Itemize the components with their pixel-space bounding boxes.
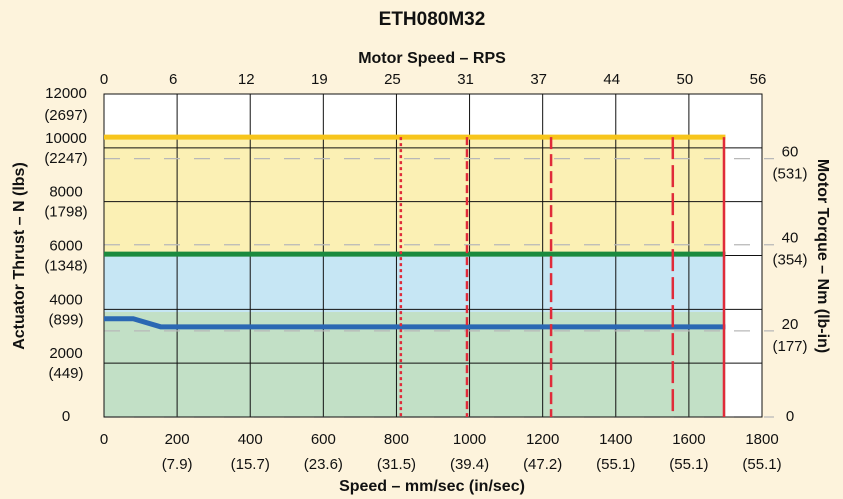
y-tick-sublabel: (1798) [44, 204, 87, 221]
line [104, 316, 726, 330]
x-tick-sublabel: (15.7) [231, 456, 270, 473]
region [104, 254, 726, 313]
x-tick-sublabel: (47.2) [523, 456, 562, 473]
y-tick-sublabel: (899) [48, 311, 83, 328]
y2-tick-label: 60 [782, 144, 799, 161]
x-tick-sublabel: (55.1) [742, 456, 781, 473]
x-tick-label: 400 [238, 431, 263, 448]
y2-tick-label: 0 [786, 408, 794, 425]
x-tick-sublabel: (31.5) [377, 456, 416, 473]
y-tick-sublabel: (1348) [44, 257, 87, 274]
region [104, 137, 726, 255]
top-tick-label: 44 [603, 71, 620, 88]
top-tick-label: 25 [384, 71, 401, 88]
y2-tick-sublabel: (531) [772, 166, 807, 183]
y-tick-label: 12000 [45, 85, 87, 102]
x-tick-label: 600 [311, 431, 336, 448]
x-tick-sublabel: (39.4) [450, 456, 489, 473]
top-tick-label: 56 [750, 71, 767, 88]
y2-axis-title: Motor Torque – Nm (lb-in) [814, 159, 831, 353]
y2-tick-sublabel: (354) [772, 252, 807, 269]
x-tick-label: 1200 [526, 431, 559, 448]
x-tick-label: 1600 [672, 431, 705, 448]
top-tick-label: 37 [530, 71, 547, 88]
x-tick-label: 0 [100, 431, 108, 448]
x-tick-label: 800 [384, 431, 409, 448]
top-tick-label: 31 [457, 71, 474, 88]
x-tick-sublabel: (55.1) [596, 456, 635, 473]
y2-tick-sublabel: (177) [772, 338, 807, 355]
x-tick-label: 200 [165, 431, 190, 448]
top-tick-label: 12 [238, 71, 255, 88]
y-axis-title: Actuator Thrust – N (lbs) [11, 162, 28, 350]
y-tick-sublabel: (2697) [44, 107, 87, 124]
y2-tick-label: 40 [782, 230, 799, 247]
x-tick-sublabel: (23.6) [304, 456, 343, 473]
y-tick-label: 4000 [49, 291, 82, 308]
y-tick-label: 10000 [45, 130, 87, 147]
x-tick-sublabel: (55.1) [669, 456, 708, 473]
y-tick-sublabel: (449) [48, 365, 83, 382]
chart-title: ETH080M32 [379, 9, 486, 30]
y-tick-label: 6000 [49, 237, 82, 254]
x-tick-label: 1800 [745, 431, 778, 448]
y-tick-label: 8000 [49, 184, 82, 201]
y-tick-label: 2000 [49, 345, 82, 362]
x-tick-label: 1400 [599, 431, 632, 448]
region [104, 312, 726, 417]
top-tick-label: 50 [677, 71, 694, 88]
top-tick-label: 6 [169, 71, 177, 88]
top-tick-label: 19 [311, 71, 328, 88]
y-tick-label: 0 [62, 408, 70, 425]
top-tick-label: 0 [100, 71, 108, 88]
x-axis-title: Speed – mm/sec (in/sec) [339, 478, 525, 495]
top-axis-title: Motor Speed – RPS [358, 50, 506, 67]
y-tick-sublabel: (2247) [44, 150, 87, 167]
x-tick-sublabel: (7.9) [162, 456, 193, 473]
x-tick-label: 1000 [453, 431, 486, 448]
y2-tick-label: 20 [782, 316, 799, 333]
